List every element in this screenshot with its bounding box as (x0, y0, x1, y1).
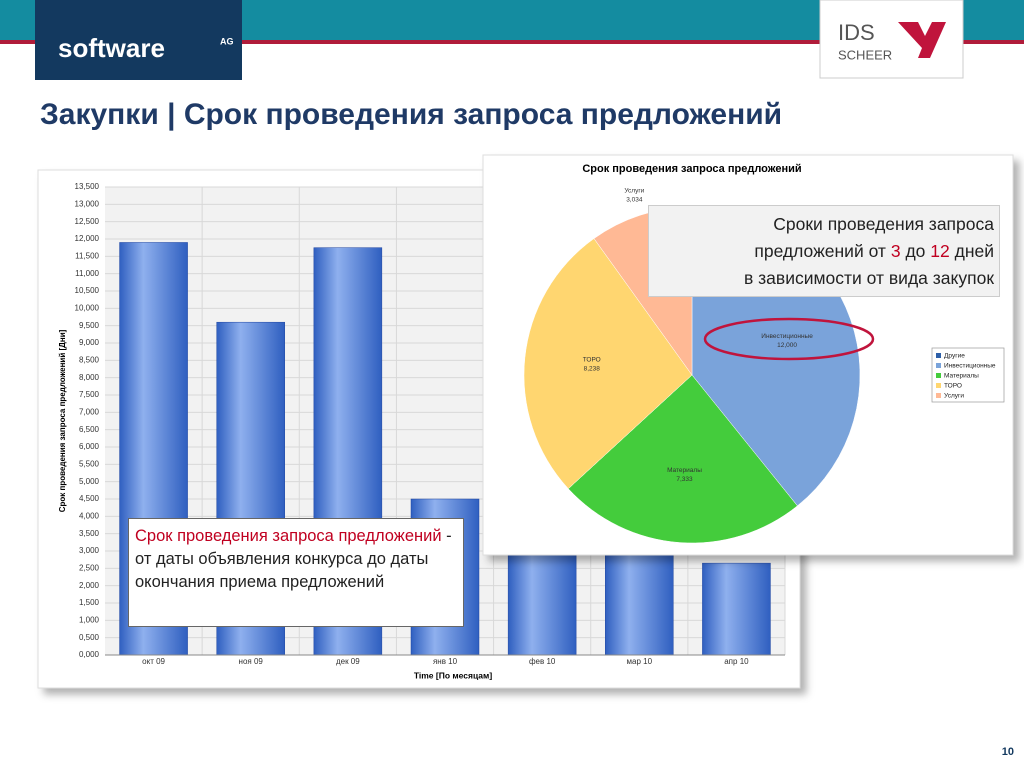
y-axis-title: Срок проведения запроса предложений [Дни… (58, 329, 67, 512)
y-tick-label: 5,000 (79, 477, 100, 486)
y-tick-label: 0,500 (79, 633, 100, 642)
slice-label: Инвестиционные (761, 333, 813, 340)
pie-slice (567, 374, 798, 544)
page-number: 10 (1002, 746, 1014, 758)
callout-text: дней (954, 241, 994, 261)
y-tick-label: 13,500 (75, 182, 100, 191)
y-tick-label: 9,500 (79, 321, 100, 330)
slice-label: Материалы (667, 467, 702, 474)
logo-left: software (58, 33, 165, 63)
y-tick-label: 10,500 (75, 286, 100, 295)
slice-label: Услуги (624, 188, 644, 195)
callout-line: предложений от 3 до 12 дней (654, 238, 994, 265)
x-axis-title: Time [По месяцам] (414, 670, 492, 680)
slice-value: 8,238 (584, 365, 601, 372)
callout-number: 3 (890, 241, 901, 261)
y-tick-label: 11,500 (75, 251, 99, 260)
callout-text: до (905, 241, 926, 261)
legend-box (931, 347, 1005, 403)
y-tick-label: 3,000 (79, 546, 100, 555)
logo-right-bottom: SCHEER (838, 47, 892, 62)
legend-label: Инвестиционные (944, 363, 996, 370)
y-tick-label: 11,000 (75, 269, 99, 278)
y-tick-label: 13,000 (75, 199, 100, 208)
y-tick-label: 6,000 (79, 442, 100, 451)
callout-highlight: Срок проведения запроса предложений (135, 527, 442, 545)
y-tick-label: 5,500 (79, 459, 100, 468)
x-tick-label: окт 09 (142, 657, 165, 666)
callout-text: предложений от (754, 241, 886, 261)
highlight-ellipse (703, 317, 875, 361)
slide-title: Закупки | Срок проведения запроса предло… (40, 98, 783, 131)
callout-top: Сроки проведения запроса предложений от … (648, 205, 1000, 297)
x-tick-label: дек 09 (336, 657, 360, 666)
slice-value: 12,000 (777, 342, 797, 349)
x-tick-label: янв 10 (433, 657, 458, 666)
logo-left-box (35, 0, 242, 80)
callout-line: Сроки проведения запроса (773, 214, 994, 234)
y-tick-label: 8,000 (79, 373, 100, 382)
legend-label: Услуги (944, 393, 964, 400)
y-tick-label: 9,000 (79, 338, 100, 347)
y-tick-label: 2,000 (79, 581, 100, 590)
callout-text: - от даты объявления конкурса до даты ок… (135, 527, 452, 591)
y-tick-label: 7,000 (79, 407, 100, 416)
y-tick-label: 8,500 (79, 355, 100, 364)
y-tick-label: 12,000 (75, 234, 100, 243)
x-tick-label: мар 10 (627, 657, 653, 666)
legend-label: Другие (944, 353, 965, 360)
y-tick-label: 7,500 (79, 390, 100, 399)
legend-swatch (936, 353, 941, 358)
header-line (0, 40, 1024, 44)
legend-swatch (936, 373, 941, 378)
slice-value: 3,034 (626, 197, 643, 204)
logo-right-top: IDS (838, 20, 875, 45)
slice-value: 7,333 (676, 476, 693, 483)
x-tick-label: апр 10 (724, 657, 749, 666)
x-tick-label: фев 10 (529, 657, 556, 666)
legend-label: ТОРО (944, 383, 962, 390)
callout-number: 12 (930, 241, 950, 261)
legend-label: Материалы (944, 373, 979, 380)
y-tick-label: 4,000 (79, 511, 100, 520)
pie-title: Срок проведения запроса предложений (582, 163, 801, 175)
logo-left-suffix: AG (220, 36, 234, 46)
y-tick-label: 1,500 (79, 598, 100, 607)
callout-line: в зависимости от вида закупок (743, 268, 994, 288)
slice-label: ТОРО (583, 356, 601, 363)
y-tick-label: 2,500 (79, 563, 100, 572)
y-tick-label: 0,000 (79, 650, 100, 659)
y-tick-label: 6,500 (79, 425, 100, 434)
y-tick-label: 4,500 (79, 494, 100, 503)
bar (702, 562, 771, 656)
y-tick-label: 12,500 (75, 217, 100, 226)
logo-right-mark (898, 22, 946, 58)
legend-swatch (936, 383, 941, 388)
y-tick-label: 1,000 (79, 615, 100, 624)
pie-slice (523, 238, 693, 490)
logo-right-box (819, 0, 964, 79)
callout-bottom: Срок проведения запроса предложений - от… (128, 518, 464, 627)
legend-swatch (936, 393, 941, 398)
legend-swatch (936, 363, 941, 368)
x-tick-label: ноя 09 (239, 657, 264, 666)
y-tick-label: 10,000 (75, 303, 100, 312)
y-tick-label: 3,500 (79, 529, 100, 538)
